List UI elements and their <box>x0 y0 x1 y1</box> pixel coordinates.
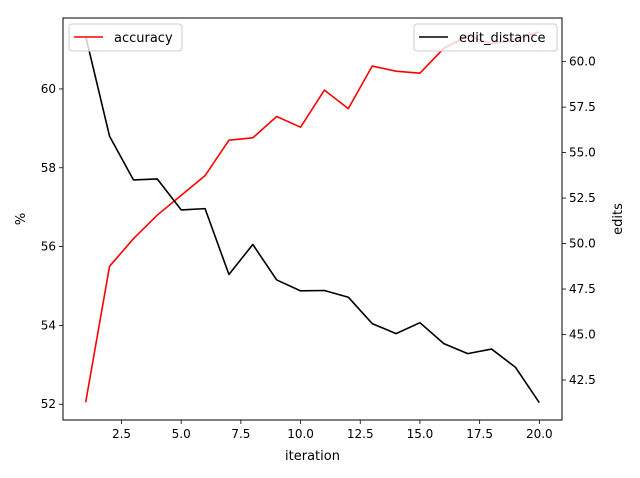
legend-accuracy-label: accuracy <box>114 31 173 46</box>
legend-edit-distance-label: edit_distance <box>459 31 546 46</box>
x-tick-label: 10.0 <box>287 427 314 441</box>
y-left-tick-label: 56 <box>41 240 56 254</box>
y-axis-right: 42.5 45.0 47.5 50.0 52.5 55.0 57.5 60.0 <box>562 55 596 387</box>
y-right-tick-label: 52.5 <box>569 191 596 205</box>
legend-edit-distance-box <box>413 23 558 52</box>
x-axis-label: iteration <box>285 449 340 464</box>
x-tick-label: 7.5 <box>231 427 250 441</box>
x-axis: 2.5 5.0 7.5 10.0 12.5 15.0 17.5 20.0 <box>112 420 553 441</box>
legend-accuracy-box <box>68 23 183 52</box>
x-tick-label: 12.5 <box>347 427 374 441</box>
y-left-tick-label: 54 <box>41 318 56 332</box>
y-axis-left-label: % <box>14 213 29 225</box>
legend-edit-distance: edit_distance <box>413 23 558 52</box>
y-right-tick-label: 55.0 <box>569 146 596 160</box>
legend-accuracy: accuracy <box>68 23 183 52</box>
y-right-tick-label: 45.0 <box>569 328 596 342</box>
x-tick-label: 17.5 <box>466 427 493 441</box>
y-left-tick-label: 52 <box>41 397 56 411</box>
y-axis-left: 52 54 56 58 60 <box>41 82 63 411</box>
y-right-tick-label: 50.0 <box>569 237 596 251</box>
x-tick-label: 15.0 <box>407 427 434 441</box>
y-right-tick-label: 42.5 <box>569 373 596 387</box>
y-right-tick-label: 60.0 <box>569 55 596 69</box>
y-right-tick-label: 57.5 <box>569 100 596 114</box>
y-axis-right-label: edits <box>611 203 626 235</box>
x-tick-label: 2.5 <box>112 427 131 441</box>
y-right-tick-label: 47.5 <box>569 282 596 296</box>
plot-frame <box>62 17 563 421</box>
y-left-tick-label: 60 <box>41 82 56 96</box>
series-line-edit-distance <box>84 36 540 404</box>
x-tick-label: 20.0 <box>526 427 553 441</box>
y-left-tick-label: 58 <box>41 161 56 175</box>
x-tick-label: 5.0 <box>172 427 191 441</box>
